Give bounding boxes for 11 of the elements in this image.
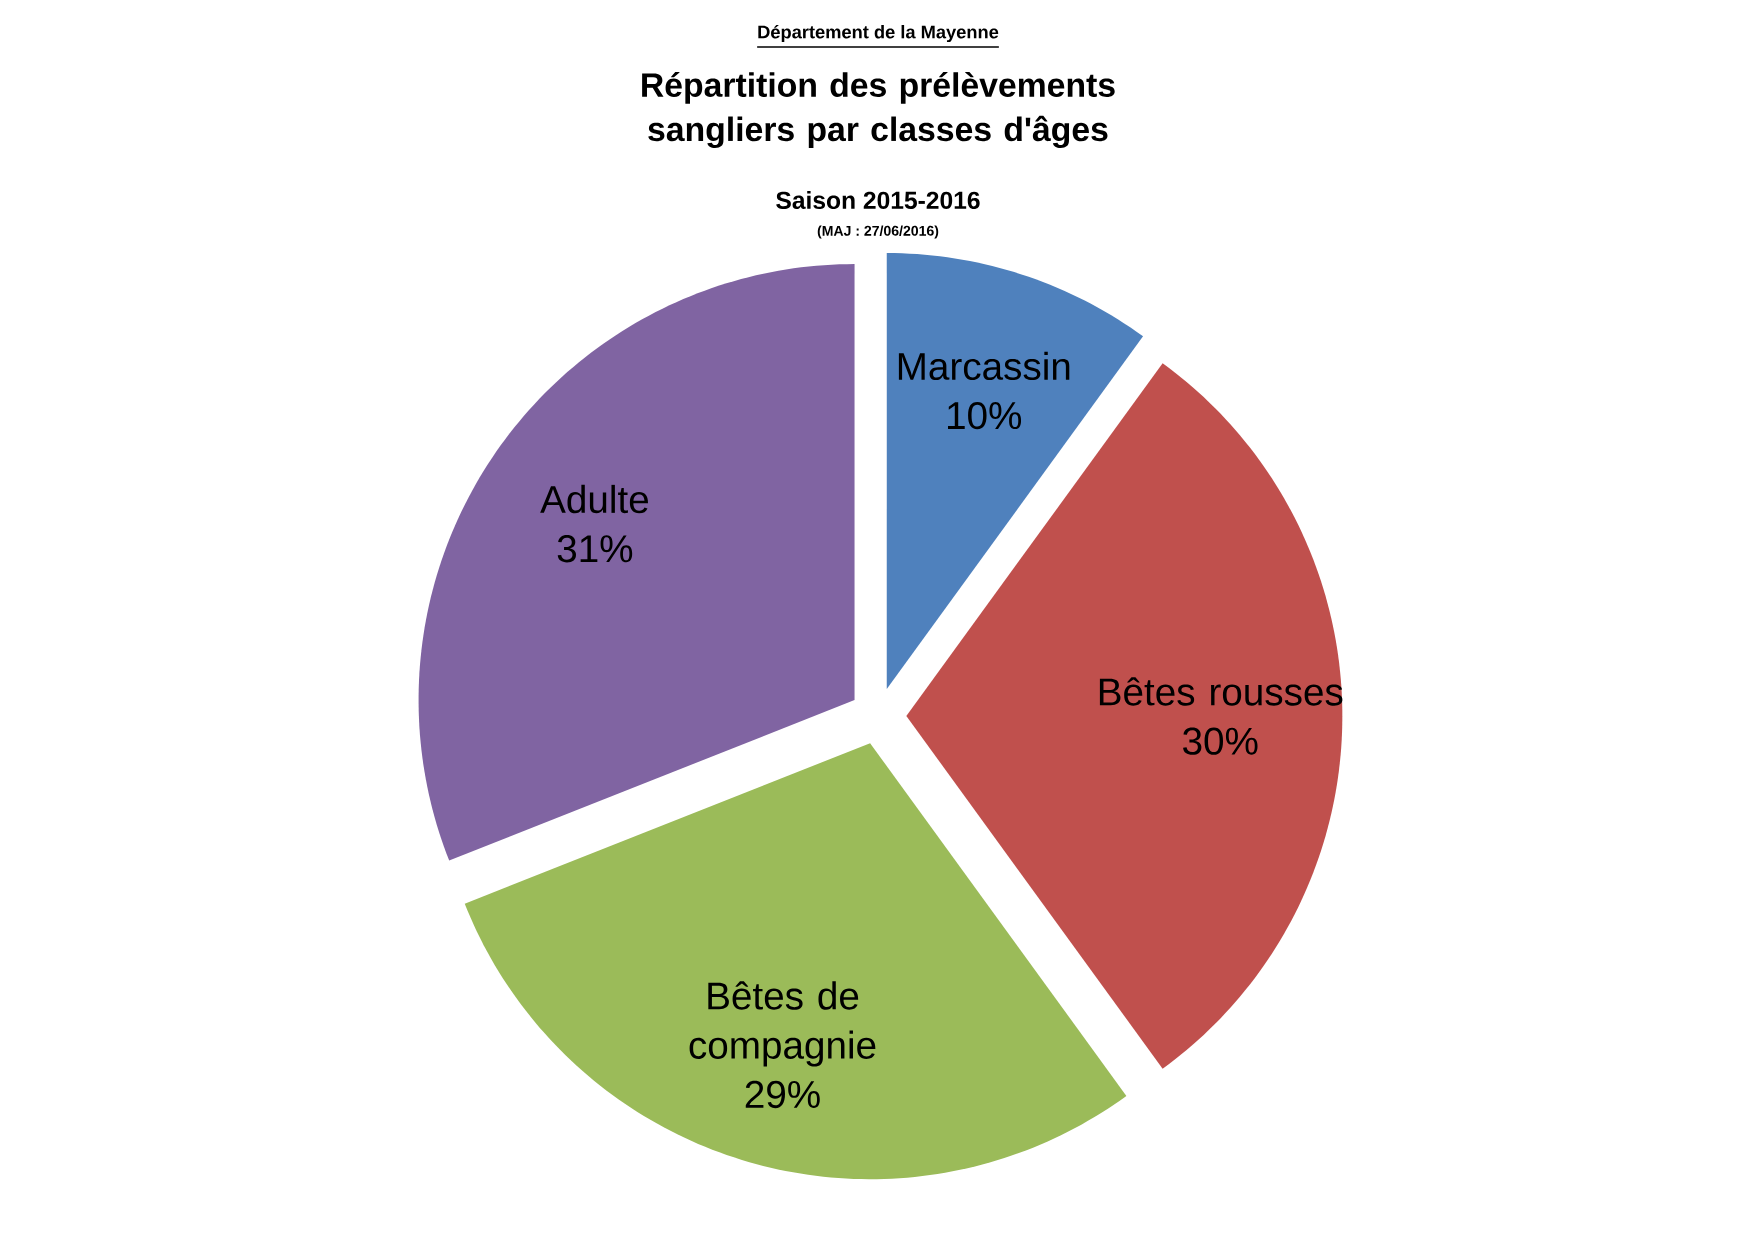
text: Département de la Mayenne (758, 24, 999, 43)
chart-subtitle: Saison 2015-2016 (776, 190, 980, 210)
text: (MAJ : 27/06/2016) (817, 225, 939, 239)
slice-label: Bêtes de compagnie (689, 981, 876, 1067)
data-label: 29% (745, 1080, 820, 1109)
slice-label: Marcassin (898, 351, 1070, 381)
chart-title: Répartition des prélèvements sangliers par classes d'âges (642, 71, 1115, 149)
data-label: 31% (557, 535, 633, 563)
data-label: 30% (1183, 727, 1258, 755)
slice-label: Adulte (540, 484, 648, 514)
data-label: 10% (948, 401, 1022, 430)
